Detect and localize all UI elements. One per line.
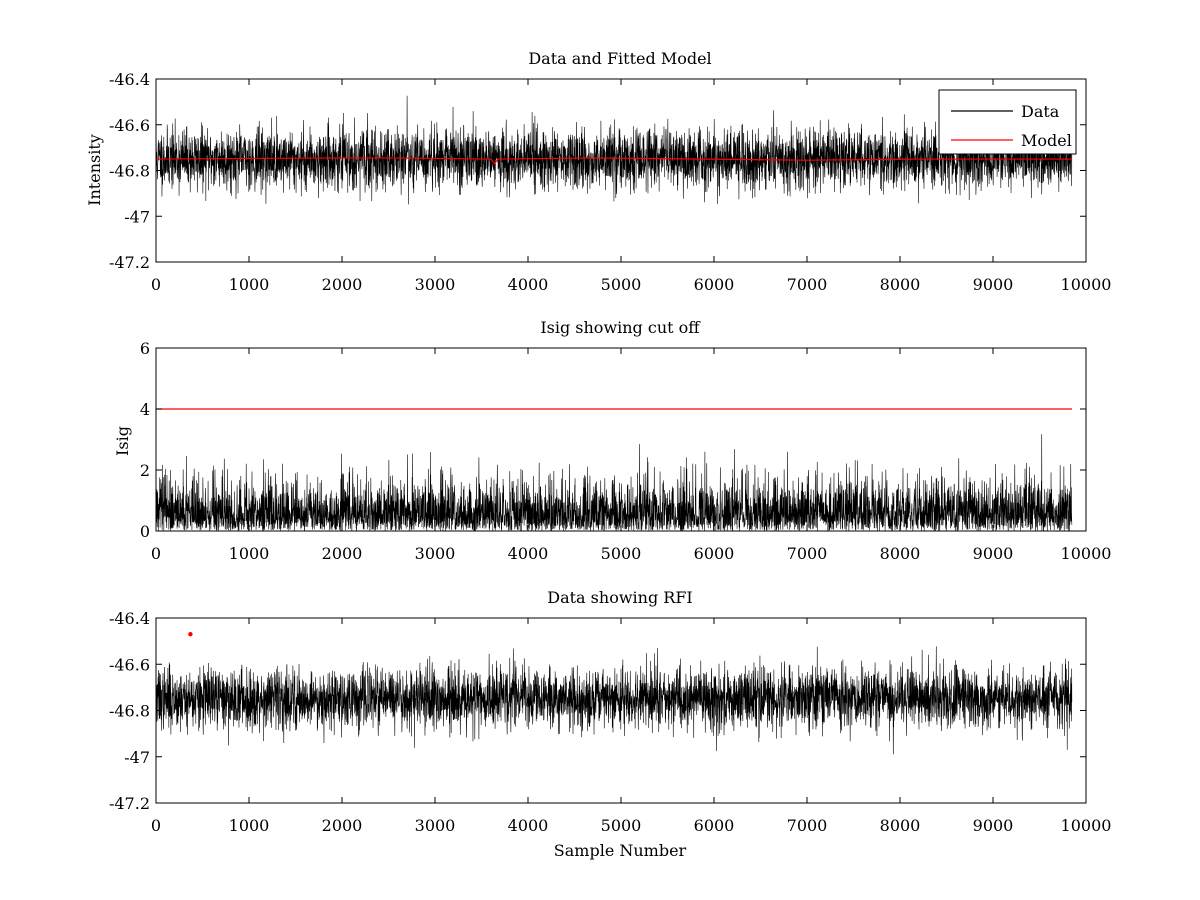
legend-label-data: Data xyxy=(1021,102,1060,121)
y-axis-label: Isig xyxy=(113,426,132,456)
y-tick-label: -47.2 xyxy=(109,253,150,272)
y-axis-label: Intensity xyxy=(85,134,104,206)
series-line-isig xyxy=(156,434,1073,531)
x-axis-label: Sample Number xyxy=(554,841,687,860)
series-line-data xyxy=(156,646,1073,755)
y-tick-label: -46.4 xyxy=(109,70,150,89)
x-tick-label: 5000 xyxy=(601,275,642,294)
series-line-data xyxy=(156,95,1073,205)
x-tick-label: 5000 xyxy=(601,816,642,835)
rfi-marker xyxy=(188,631,193,637)
x-tick-label: 2000 xyxy=(322,544,363,563)
x-tick-label: 6000 xyxy=(694,275,735,294)
x-tick-label: 3000 xyxy=(415,275,456,294)
x-tick-label: 10000 xyxy=(1061,816,1112,835)
y-tick-label: -46.8 xyxy=(109,162,150,181)
x-tick-label: 8000 xyxy=(880,275,921,294)
x-tick-label: 3000 xyxy=(415,544,456,563)
x-tick-label: 7000 xyxy=(787,275,828,294)
x-tick-label: 8000 xyxy=(880,544,921,563)
x-tick-label: 9000 xyxy=(973,816,1014,835)
x-tick-label: 4000 xyxy=(508,816,549,835)
panel-isig-showing-cut-off: Isig showing cut off Isig 0 1000 2000 3000 4… xyxy=(113,318,1111,563)
x-tick-label: 2000 xyxy=(322,275,363,294)
panel-title: Data showing RFI xyxy=(547,588,692,607)
x-tick-label: 4000 xyxy=(508,275,549,294)
y-tick-label: 0 xyxy=(140,522,150,541)
x-tick-label: 7000 xyxy=(787,816,828,835)
panel-data-and-fitted-model: Data and Fitted Model Intensity 0 1000 200… xyxy=(85,49,1111,294)
x-tick-label: 8000 xyxy=(880,816,921,835)
y-tick-label: -46.8 xyxy=(109,702,150,721)
y-tick-label: -46.6 xyxy=(109,116,150,135)
x-tick-label: 1000 xyxy=(229,816,270,835)
panel-data-showing-rfi: Data showing RFI Sample Number 0 1000 2000… xyxy=(109,588,1111,860)
panel-title: Isig showing cut off xyxy=(540,318,701,337)
y-tick-label: -47.2 xyxy=(109,794,150,813)
series-line-model xyxy=(155,157,1073,165)
y-tick-label: 4 xyxy=(140,400,150,419)
y-tick-label: -47 xyxy=(124,207,150,226)
x-tick-label: 0 xyxy=(151,816,161,835)
x-tick-label: 0 xyxy=(151,275,161,294)
panel-title: Data and Fitted Model xyxy=(528,49,711,68)
x-tick-label: 10000 xyxy=(1061,544,1112,563)
x-tick-label: 1000 xyxy=(229,544,270,563)
x-tick-label: 0 xyxy=(151,544,161,563)
x-tick-label: 3000 xyxy=(415,816,456,835)
x-tick-label: 9000 xyxy=(973,275,1014,294)
x-tick-label: 6000 xyxy=(694,816,735,835)
legend-label-model: Model xyxy=(1021,131,1072,150)
x-tick-label: 2000 xyxy=(322,816,363,835)
x-tick-label: 9000 xyxy=(973,544,1014,563)
y-tick-label: 6 xyxy=(140,339,150,358)
y-tick-label: 2 xyxy=(140,461,150,480)
x-tick-label: 1000 xyxy=(229,275,270,294)
y-tick-label: -46.4 xyxy=(109,609,150,628)
x-tick-label: 5000 xyxy=(601,544,642,563)
legend-box xyxy=(938,89,1077,155)
x-tick-label: 4000 xyxy=(508,544,549,563)
y-tick-label: -46.6 xyxy=(109,655,150,674)
x-tick-label: 7000 xyxy=(787,544,828,563)
x-tick-label: 6000 xyxy=(694,544,735,563)
y-tick-label: -47 xyxy=(124,748,150,767)
x-tick-label: 10000 xyxy=(1061,275,1112,294)
legend: Data Model xyxy=(938,89,1077,155)
